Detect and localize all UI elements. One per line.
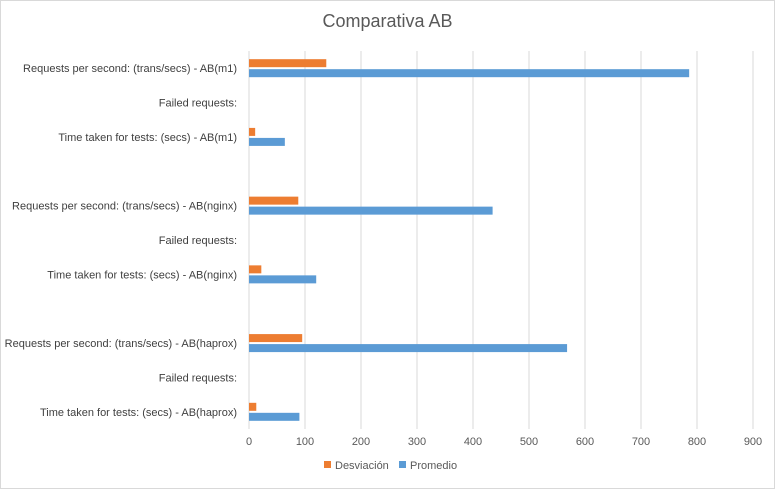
x-tick-label: 500 bbox=[520, 436, 538, 448]
category-label: Failed requests: bbox=[159, 372, 237, 384]
x-tick-label: 300 bbox=[408, 436, 426, 448]
bar-desviacion bbox=[249, 265, 262, 274]
legend-swatch bbox=[324, 461, 331, 468]
bar-promedio bbox=[249, 206, 493, 215]
category-label: Failed requests: bbox=[159, 98, 237, 110]
bar-promedio bbox=[249, 137, 285, 146]
bar-desviacion bbox=[249, 402, 257, 411]
legend-label: Promedio bbox=[410, 460, 457, 472]
category-label: Requests per second: (trans/secs) - AB(h… bbox=[5, 338, 237, 350]
x-tick-label: 800 bbox=[688, 436, 706, 448]
bar-promedio bbox=[249, 412, 300, 421]
bar-desviacion bbox=[249, 196, 299, 205]
category-label: Requests per second: (trans/secs) - AB(n… bbox=[12, 201, 237, 213]
bar-promedio bbox=[249, 69, 690, 78]
chart-title: Comparativa AB bbox=[322, 11, 453, 31]
bar-promedio bbox=[249, 275, 317, 284]
category-label: Time taken for tests: (secs) - AB(nginx) bbox=[47, 269, 237, 281]
category-label: Time taken for tests: (secs) - AB(haprox… bbox=[40, 407, 237, 419]
category-label: Requests per second: (trans/secs) - AB(m… bbox=[23, 63, 237, 75]
x-tick-label: 200 bbox=[352, 436, 370, 448]
bar-promedio bbox=[249, 344, 568, 353]
x-tick-label: 100 bbox=[296, 436, 314, 448]
bar-desviacion bbox=[249, 334, 303, 343]
x-tick-label: 0 bbox=[246, 436, 252, 448]
bar-desviacion bbox=[249, 127, 256, 136]
bar-desviacion bbox=[249, 59, 327, 68]
bars bbox=[249, 59, 690, 421]
gridlines bbox=[248, 51, 754, 429]
legend-swatch bbox=[399, 461, 406, 468]
x-tick-label: 600 bbox=[576, 436, 594, 448]
x-tick-label: 400 bbox=[464, 436, 482, 448]
legend-label: Desviación bbox=[335, 460, 389, 472]
legend: Desviación Promedio bbox=[324, 460, 457, 472]
x-tick-label: 700 bbox=[632, 436, 650, 448]
category-label: Time taken for tests: (secs) - AB(m1) bbox=[58, 132, 237, 144]
x-axis-ticks: 0 100 200 300 400 500 600 700 800 900 bbox=[246, 436, 762, 448]
category-labels: Requests per second: (trans/secs) - AB(m… bbox=[5, 63, 237, 419]
category-label: Failed requests: bbox=[159, 235, 237, 247]
x-tick-label: 900 bbox=[744, 436, 762, 448]
